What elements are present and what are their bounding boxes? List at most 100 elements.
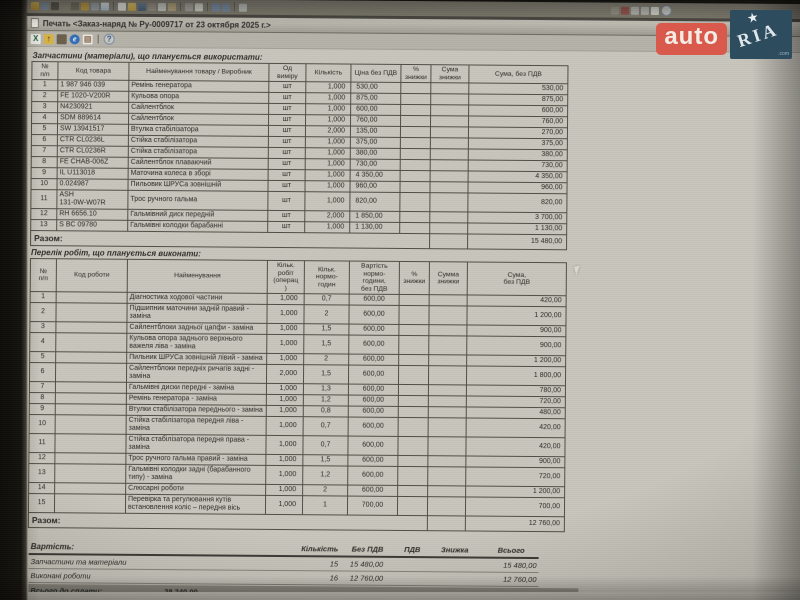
back-icon[interactable] [211,2,220,12]
table-cell: 600,00 [347,436,399,456]
photo-dark-edge [0,0,28,600]
column-header: Без ПДВ [340,544,386,557]
table-cell: 600,00 [348,417,399,437]
table-icon[interactable] [100,2,109,11]
table-cell [399,211,430,223]
table-cell [400,115,431,127]
find-icon[interactable] [56,33,67,44]
table-cell: RH 6656.10 [56,208,128,221]
star-icon[interactable] [80,1,89,10]
table-cell: 1 [302,495,348,516]
forward-icon[interactable] [221,3,230,12]
table-cell: Гальмівні колодки задні (барабанного тип… [125,464,266,485]
help-icon[interactable]: ? [103,33,115,45]
table-cell: 1,000 [266,383,304,395]
new-document-icon[interactable] [117,2,126,11]
screen-bottom-edge [26,592,800,600]
table-cell: 600,00 [348,365,399,385]
close-icon[interactable] [620,6,629,15]
column-header: % знижки [400,64,431,83]
print-icon[interactable] [184,2,193,11]
toolbar-separator [112,1,114,11]
tools-icon[interactable] [70,1,79,10]
web-icon[interactable]: e [69,33,80,44]
save-as-icon[interactable]: ↑ [43,33,54,44]
table-cell [429,211,468,223]
undo-icon[interactable] [40,1,49,10]
table-cell [400,137,431,149]
table-cell [398,384,429,396]
table-cell: 1,000 [304,191,350,212]
column-header: Сума, без ПДВ [467,261,567,296]
table-cell [429,294,468,306]
table-cell: 3 700,00 [467,211,567,224]
table-cell: 9 [29,403,56,415]
column-header: Кількість [295,544,341,557]
table-cell: 1,000 [266,394,304,406]
table-cell: шт [268,169,306,181]
table-cell [398,324,429,336]
toolbar-separator [206,2,208,12]
paste-icon[interactable] [167,2,176,11]
table-cell [55,332,127,353]
zoom-in-icon[interactable] [630,6,639,15]
table-cell: 10 [30,178,58,190]
table-cell: 1,000 [266,334,304,354]
table-cell: ASH 131-0W-W07R [56,189,128,210]
table-cell [427,496,466,516]
ria-logo: ★ RIA .com [730,9,792,59]
table-cell [428,384,467,396]
column-header: Найменування [127,259,268,294]
table-cell: 135,00 [350,126,401,138]
table-cell [398,354,429,366]
table-cell: 2 [303,304,350,325]
table-cell [429,181,469,193]
table-cell: 600,00 [350,104,401,116]
table-cell: 600,00 [348,335,399,355]
table-cell: 2 [302,484,348,497]
preview-icon[interactable] [194,2,203,11]
dropdown-icon[interactable] [610,6,619,15]
table-cell: S BC 09780 [56,219,128,232]
zoom-icon[interactable] [238,3,247,12]
page-setup-icon[interactable]: ▤ [82,33,93,45]
table-cell: SDM 889614 [57,112,129,125]
table-cell [55,392,127,405]
table-cell [400,148,431,160]
table-cell [398,365,429,385]
table-cell [54,463,126,484]
table-cell: 1 [30,291,57,303]
table-cell: 10 [29,414,56,434]
copy-icon[interactable] [157,2,166,11]
table-cell: 760,00 [468,115,568,128]
open-folder-icon[interactable] [127,2,136,11]
pin-icon[interactable] [50,1,59,10]
table-cell: 1,000 [266,323,304,335]
table-cell [397,436,429,456]
table-cell: 820,00 [349,192,400,212]
table-cell: Підшипник маточини задній правий - замін… [126,303,268,324]
column-header: Знижка [422,545,471,558]
cut-icon[interactable] [147,2,156,11]
table-cell: 380,00 [468,148,568,161]
table-cell: 900,00 [465,455,565,468]
lamp-icon[interactable] [30,1,39,10]
wrench-icon[interactable] [60,1,69,10]
table-cell: 1 800,00 [466,365,566,386]
excel-icon[interactable]: X [30,33,41,44]
table-cell: IL U113018 [57,167,129,180]
column-header: Кільк. робіт (операц ) [267,260,305,294]
clock-icon[interactable] [90,2,99,11]
zoom-out-icon[interactable] [640,6,649,15]
table-cell: 1,000 [266,405,304,417]
ria-com-suffix: .com [778,51,789,57]
table-cell: 0,7 [302,435,349,456]
column-header: ПДВ [385,544,423,558]
table-cell [55,403,127,416]
table-cell [430,126,469,138]
parts-total-discount-cell [429,233,468,249]
save-icon[interactable] [137,2,146,11]
table-cell: FE 1020-V200R [57,90,129,103]
column-header: Од виміру [268,63,306,82]
table-cell [427,466,466,486]
